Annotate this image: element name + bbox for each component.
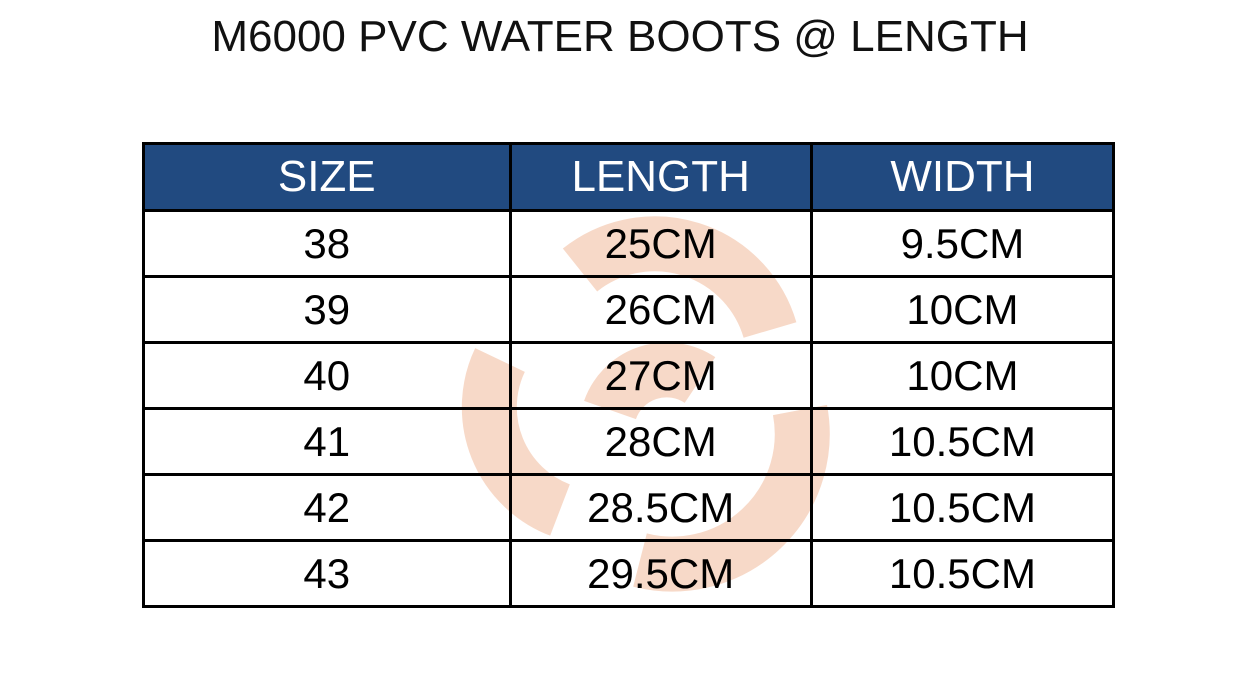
table-cell: 29.5CM — [508, 539, 813, 608]
table-cell: 39 — [142, 275, 512, 344]
table-cell: 9.5CM — [809, 209, 1116, 278]
table-cell: 28CM — [508, 407, 813, 476]
table-cell: 10CM — [809, 275, 1116, 344]
table-cell: 10CM — [809, 341, 1116, 410]
table-cell: 42 — [142, 473, 512, 542]
table-row: 38 25CM 9.5CM — [142, 209, 1116, 278]
table-cell: 41 — [142, 407, 512, 476]
header-cell: LENGTH — [508, 142, 813, 212]
table-row: 42 28.5CM 10.5CM — [142, 473, 1116, 542]
size-table: SIZE LENGTH WIDTH 38 25CM 9.5CM 39 26CM 10CM 40 2… — [142, 142, 1116, 608]
table-cell: 10.5CM — [809, 473, 1116, 542]
table-row: 40 27CM 10CM — [142, 341, 1116, 410]
table-cell: 43 — [142, 539, 512, 608]
header-row: SIZE LENGTH WIDTH — [142, 142, 1116, 212]
table-cell: 40 — [142, 341, 512, 410]
table-row: 41 28CM 10.5CM — [142, 407, 1116, 476]
table-cell: 38 — [142, 209, 512, 278]
header-cell: SIZE — [142, 142, 512, 212]
table-cell: 25CM — [508, 209, 813, 278]
table-cell: 27CM — [508, 341, 813, 410]
table-cell: 26CM — [508, 275, 813, 344]
table-body: 38 25CM 9.5CM 39 26CM 10CM 40 27CM 10CM 41 28CM 10.… — [142, 209, 1116, 608]
table-row: 39 26CM 10CM — [142, 275, 1116, 344]
table-cell: 28.5CM — [508, 473, 813, 542]
header-cell: WIDTH — [809, 142, 1116, 212]
table-cell: 10.5CM — [809, 539, 1116, 608]
title: M6000 PVC WATER BOOTS @ LENGTH — [211, 12, 1029, 61]
table-cell: 10.5CM — [809, 407, 1116, 476]
table-row: 43 29.5CM 10.5CM — [142, 539, 1116, 608]
